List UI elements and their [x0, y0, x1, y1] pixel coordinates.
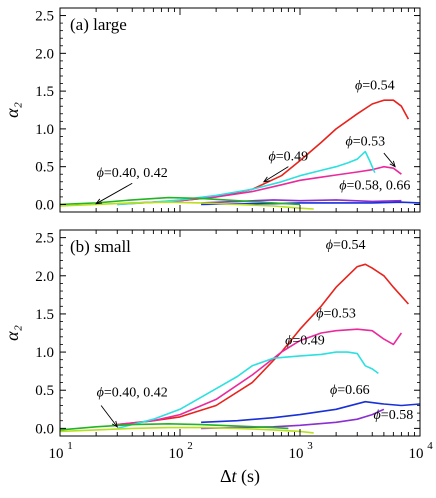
annotation-arrow: [383, 152, 396, 167]
series-line: [117, 351, 379, 430]
y-tick-label: 0.0: [35, 197, 54, 213]
panel-a: 0.0 0.5 1.0 1.5 2.0 2.5 α₂ (a) large ϕ=0.54 ϕ=0.5…: [2, 7, 421, 213]
x-tick-exponent: 4: [427, 440, 433, 452]
series-line: [60, 201, 314, 210]
annotation-arrow: [95, 182, 133, 205]
plot-frame: [59, 229, 421, 437]
annotation-arrow: [100, 405, 118, 428]
y-tick-label: 1.0: [35, 345, 54, 361]
series-line: [201, 201, 420, 206]
y-tick-label: 2.5: [35, 231, 54, 247]
annotation-label: ϕ=0.40, 0.42: [97, 385, 168, 400]
annotation-arrow: [263, 166, 289, 183]
series-line: [117, 263, 409, 426]
y-tick-label: 0.5: [35, 160, 54, 176]
x-tick-label: 10: [289, 446, 304, 462]
annotation-label: ϕ=0.53: [316, 307, 356, 322]
y-tick-label: 2.5: [35, 9, 54, 25]
x-tick-label: 10: [49, 446, 64, 462]
annotation-label: ϕ=0.54: [326, 238, 366, 253]
annotation-label: ϕ=0.58, 0.66: [339, 178, 410, 193]
panel-label: (a) large: [70, 15, 127, 34]
series-line: [60, 426, 314, 434]
series-line: [201, 408, 385, 430]
y-tick-label: 1.5: [35, 307, 54, 323]
series-line: [117, 165, 402, 206]
plot-frame: [59, 7, 421, 213]
y-tick-label: 2.0: [35, 269, 54, 285]
annotation-label: ϕ=0.54: [355, 79, 395, 94]
x-tick-exponent: 3: [307, 440, 313, 452]
y-tick-label: 1.5: [35, 84, 54, 100]
x-tick-label: 10: [409, 446, 424, 462]
annotation-arrowhead: [389, 160, 396, 168]
y-tick-label: 1.0: [35, 122, 54, 138]
y-tick-label: 0.5: [35, 383, 54, 399]
annotation-label: ϕ=0.49: [269, 150, 309, 165]
annotation-arrowhead: [111, 420, 118, 428]
x-tick-exponent: 2: [187, 440, 193, 452]
annotation-label: ϕ=0.66: [330, 383, 370, 398]
y-tick-label: 0.0: [35, 421, 54, 437]
x-tick-label: 10: [169, 446, 184, 462]
series-line: [117, 328, 403, 426]
y-axis-label: α₂: [2, 325, 22, 341]
series-line: [60, 422, 289, 431]
panel-label: (b) small: [70, 237, 131, 256]
annotation-label: ϕ=0.40, 0.42: [97, 166, 168, 181]
series-group: [60, 263, 420, 434]
x-axis-label: Δt (s): [220, 466, 260, 487]
series-line: [117, 150, 376, 206]
annotation-label: ϕ=0.53: [345, 135, 385, 150]
series-group: [60, 99, 420, 210]
x-tick-exponent: 1: [67, 440, 73, 452]
y-tick-label: 2.0: [35, 46, 54, 62]
annotation-arrowhead: [95, 198, 103, 205]
annotation-arrowhead: [262, 176, 270, 183]
annotation-label: ϕ=0.58: [374, 408, 414, 423]
annotation-label: ϕ=0.49: [285, 333, 325, 348]
y-axis-label: α₂: [2, 102, 22, 118]
series-line: [201, 400, 420, 424]
series-line: [60, 196, 301, 206]
